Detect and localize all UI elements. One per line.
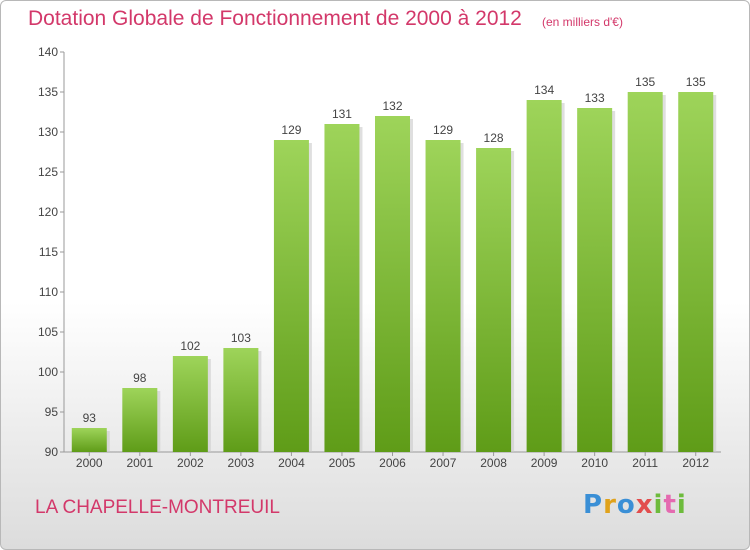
x-tick-label: 2011 (632, 456, 658, 470)
chart-unit: (en milliers d'€) (542, 15, 623, 29)
bar-2011 (627, 92, 663, 452)
bar-2008 (476, 148, 512, 452)
bar-2000 (71, 428, 107, 452)
bar-2004 (273, 140, 309, 452)
bar-value-label: 128 (484, 131, 504, 145)
x-tick-label: 2008 (480, 456, 507, 470)
bar-value-label: 98 (133, 371, 147, 385)
x-tick-label: 2006 (379, 456, 406, 470)
bar-value-label: 135 (635, 75, 655, 89)
bar-value-label: 129 (281, 123, 301, 137)
bar-2009 (526, 100, 562, 452)
y-tick-label: 130 (38, 125, 58, 139)
x-tick-label: 2007 (430, 456, 457, 470)
y-tick-label: 140 (38, 45, 58, 59)
chart-title: Dotation Globale de Fonctionnement de 20… (28, 7, 522, 30)
y-tick-label: 90 (45, 445, 59, 459)
bar-2007 (425, 140, 461, 452)
bar-2010 (577, 108, 613, 452)
y-tick-label: 125 (38, 165, 58, 179)
x-tick-label: 2005 (329, 456, 356, 470)
bar-2001 (122, 388, 158, 452)
y-tick-label: 120 (38, 205, 58, 219)
proxiti-logo: Proxiti (583, 490, 687, 520)
bar-value-label: 131 (332, 107, 352, 121)
bar-value-label: 129 (433, 123, 453, 137)
y-tick-label: 115 (39, 245, 58, 259)
x-tick-label: 2010 (581, 456, 608, 470)
x-tick-label: 2012 (682, 456, 709, 470)
bar-2006 (375, 116, 410, 452)
bar-value-label: 134 (534, 83, 554, 97)
y-tick-label: 135 (38, 85, 58, 99)
chart-bars: 93 98 102 103 129 131 132 129 128 134 133 135 135 (71, 75, 717, 452)
y-tick-label: 95 (45, 405, 59, 419)
bar-2005 (324, 124, 360, 452)
commune-name: LA CHAPELLE-MONTREUIL (35, 497, 280, 518)
bar-2003 (223, 348, 259, 452)
x-tick-label: 2003 (228, 456, 255, 470)
bar-value-label: 102 (180, 339, 200, 353)
bar-2002 (172, 356, 208, 452)
y-tick-label: 110 (39, 285, 58, 299)
x-tick-label: 2009 (531, 456, 558, 470)
bar-2012 (678, 92, 714, 452)
y-tick-label: 105 (38, 325, 58, 339)
bar-value-label: 103 (231, 331, 251, 345)
bar-value-label: 132 (382, 99, 402, 113)
x-tick-label: 2002 (177, 456, 204, 470)
bar-value-label: 93 (83, 411, 97, 425)
y-tick-label: 100 (38, 365, 58, 379)
x-tick-label: 2000 (76, 456, 103, 470)
x-tick-label: 2001 (126, 456, 153, 470)
bar-value-label: 135 (686, 75, 706, 89)
bar-value-label: 133 (585, 91, 605, 105)
x-tick-label: 2004 (278, 456, 305, 470)
